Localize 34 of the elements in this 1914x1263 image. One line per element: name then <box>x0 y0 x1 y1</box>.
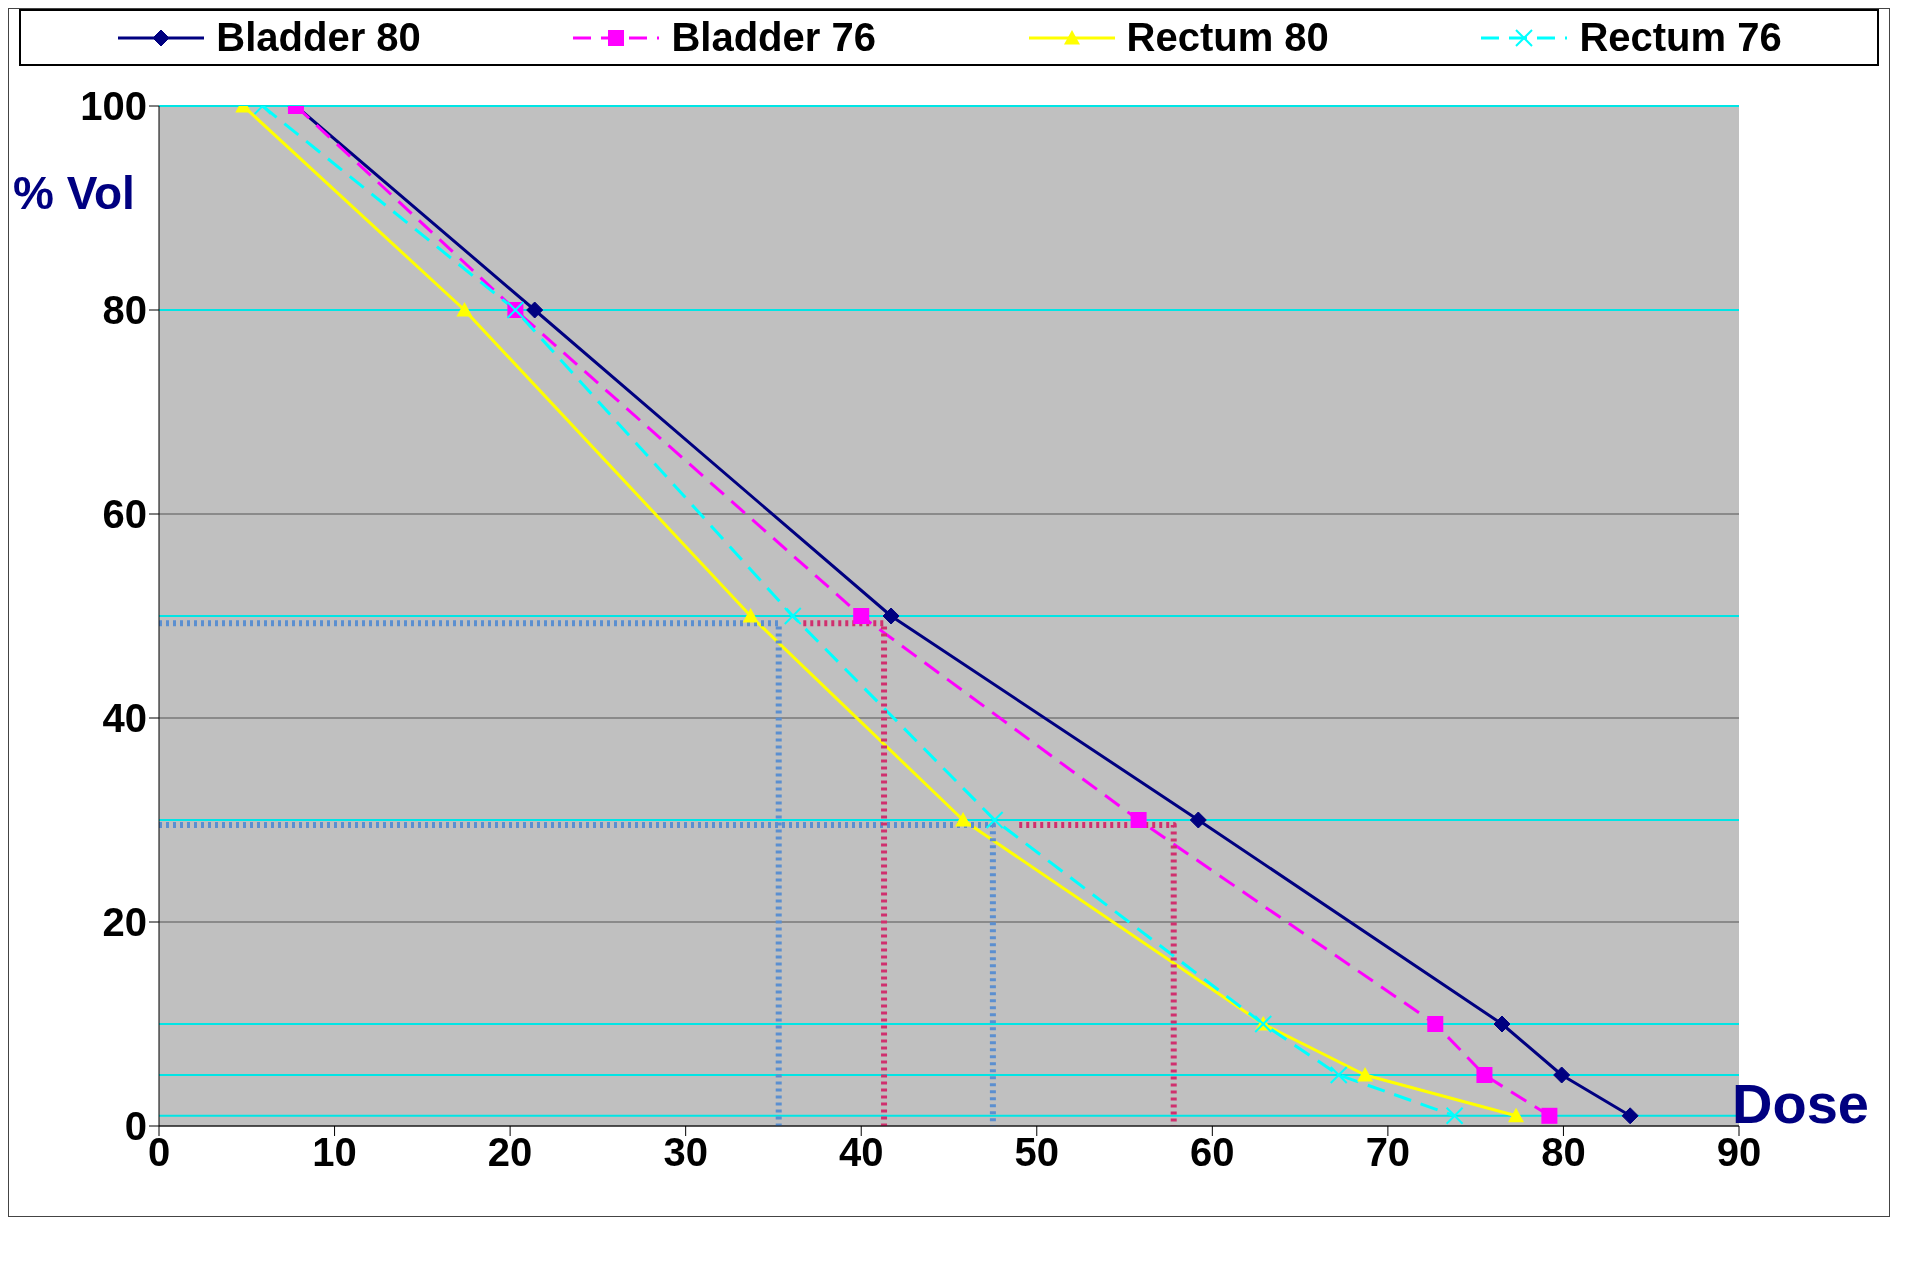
legend-label: Rectum 76 <box>1579 15 1782 60</box>
legend-label: Rectum 80 <box>1126 15 1329 60</box>
point <box>1476 1067 1493 1083</box>
point <box>882 607 900 625</box>
point <box>526 301 544 319</box>
point <box>1427 1016 1444 1032</box>
point <box>1553 1066 1571 1084</box>
point <box>1357 1067 1374 1082</box>
point <box>456 302 473 317</box>
y-tick-label: 20 <box>102 900 147 945</box>
x-tick-label: 60 <box>1190 1130 1235 1175</box>
legend-label: Bladder 80 <box>216 15 421 60</box>
point <box>1621 1107 1639 1125</box>
point <box>853 608 870 624</box>
y-tick-label: 40 <box>102 696 147 741</box>
x-tick-label: 20 <box>487 1130 533 1175</box>
x-tick-label: 80 <box>1541 1130 1586 1175</box>
x-tick-label: 50 <box>1014 1130 1060 1175</box>
point <box>742 608 759 623</box>
y-tick-label: 60 <box>102 492 147 537</box>
y-tick-label: 100 <box>80 84 147 129</box>
y-axis-title: % Vol <box>13 166 135 220</box>
point <box>1189 811 1207 829</box>
legend-label: Bladder 76 <box>671 15 876 60</box>
point <box>1541 1107 1558 1124</box>
point <box>1130 812 1147 828</box>
y-tick-label: 80 <box>102 288 147 333</box>
point <box>1508 1107 1525 1123</box>
x-tick-label: 30 <box>663 1130 708 1175</box>
point <box>955 812 972 827</box>
point <box>1493 1015 1511 1033</box>
x-tick-label: 10 <box>312 1130 357 1175</box>
x-tick-label: 40 <box>838 1130 884 1175</box>
x-tick-label: 70 <box>1365 1130 1411 1175</box>
